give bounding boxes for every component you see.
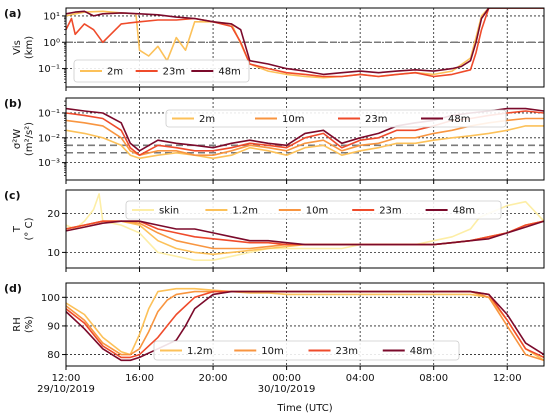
y-tick-label: 100 [41,293,60,304]
panel-label: (c) [4,189,21,202]
x-axis-label: Time (UTC) [276,403,332,414]
panel-1: 10⁻¹ 10⁰ 10¹ Vis (km) (a) 2m 23m 48m [4,7,545,91]
legend-label: 10m [306,206,328,217]
legend: skin 1.2m 10m 23m 48m [125,200,502,220]
x-tick-label: 08:00 [419,373,448,384]
legend-label: 10m [261,346,283,357]
series-line-2m [66,125,544,160]
y-tick-label: 10⁰ [43,38,60,49]
legend-label: 1.2m [232,206,258,217]
x-tick-label: 20:00 [199,373,228,384]
series-line-48m [66,8,544,76]
legend-label: 2m [107,67,123,78]
legend-label: 48m [453,206,475,217]
y-tick-label: 10¹ [43,11,60,22]
series-line-10m [66,117,544,156]
legend-label: 48m [218,67,240,78]
y-axis-label: (° C) [24,217,35,240]
legend-label: 10m [282,114,304,125]
y-tick-label: 10⁻³ [38,158,60,169]
y-axis-label: (%) [24,316,35,333]
y-axis-label: RH [12,317,23,331]
panel-3: 10 20 T (° C) (c) skin 1.2m 10m 23m 48m [4,189,545,272]
series-line-48m [66,290,544,362]
y-axis-label: (km) [24,36,35,59]
y-axis-label: σ²W [12,129,23,149]
y-tick-label: 10⁻¹ [38,108,60,119]
legend-box [165,109,507,128]
y-tick-label: 10⁻² [38,133,60,144]
legend-label: 48m [410,346,432,357]
panel-label: (a) [4,7,21,20]
legend-label: skin [159,206,179,217]
x-tick-label: 16:00 [125,373,154,384]
legend-label: 2m [199,114,215,125]
legend: 1.2m 10m 23m 48m [153,340,460,361]
legend-label: 23m [163,67,185,78]
series-line-1.2m [66,287,544,361]
legend-box [73,59,250,83]
y-axis-label: (m²/s²) [24,122,35,156]
y-tick-label: 80 [47,350,60,361]
series-group [66,287,544,362]
plot-frame [65,189,545,269]
series-group [66,193,544,261]
panel-2: 10⁻³ 10⁻² 10⁻¹ σ²W (m²/s²) (b) 2m 10m 23m 48m [4,97,545,184]
x-tick-label: 30/10/2019 [258,384,316,395]
y-axis-label: T [12,225,23,233]
x-tick-label: 12:00 [493,373,522,384]
legend: 2m 23m 48m [73,59,250,83]
series-line-2m [66,8,544,79]
series-line-48m [66,220,544,246]
plot-frame [65,282,545,367]
x-tick-label: 04:00 [346,373,375,384]
series-line-23m [66,8,544,78]
x-tick-label: 00:00 [272,373,301,384]
legend-box [125,200,502,220]
legend-label: 23m [379,206,401,217]
y-tick-label: 10 [47,248,60,259]
legend-box [153,340,460,361]
panel-label: (b) [4,97,22,110]
plot-frame [65,7,545,88]
y-tick-label: 90 [47,321,60,332]
x-tick-label: 12:00 [52,373,81,384]
panel-label: (d) [4,282,22,295]
legend-label: 48m [448,114,470,125]
legend-label: 1.2m [187,346,213,357]
panel-4: 80 90 100 RH (%) (d) 1.2m 10m 23m 48m [4,282,545,370]
series-group [66,8,544,79]
legend-label: 23m [336,346,358,357]
legend-label: 23m [365,114,387,125]
legend: 2m 10m 23m 48m [165,109,507,128]
y-tick-label: 10⁻¹ [38,64,60,75]
y-axis-label: Vis [12,40,23,55]
y-tick-label: 20 [47,209,60,220]
x-tick-label: 29/10/2019 [37,384,95,395]
